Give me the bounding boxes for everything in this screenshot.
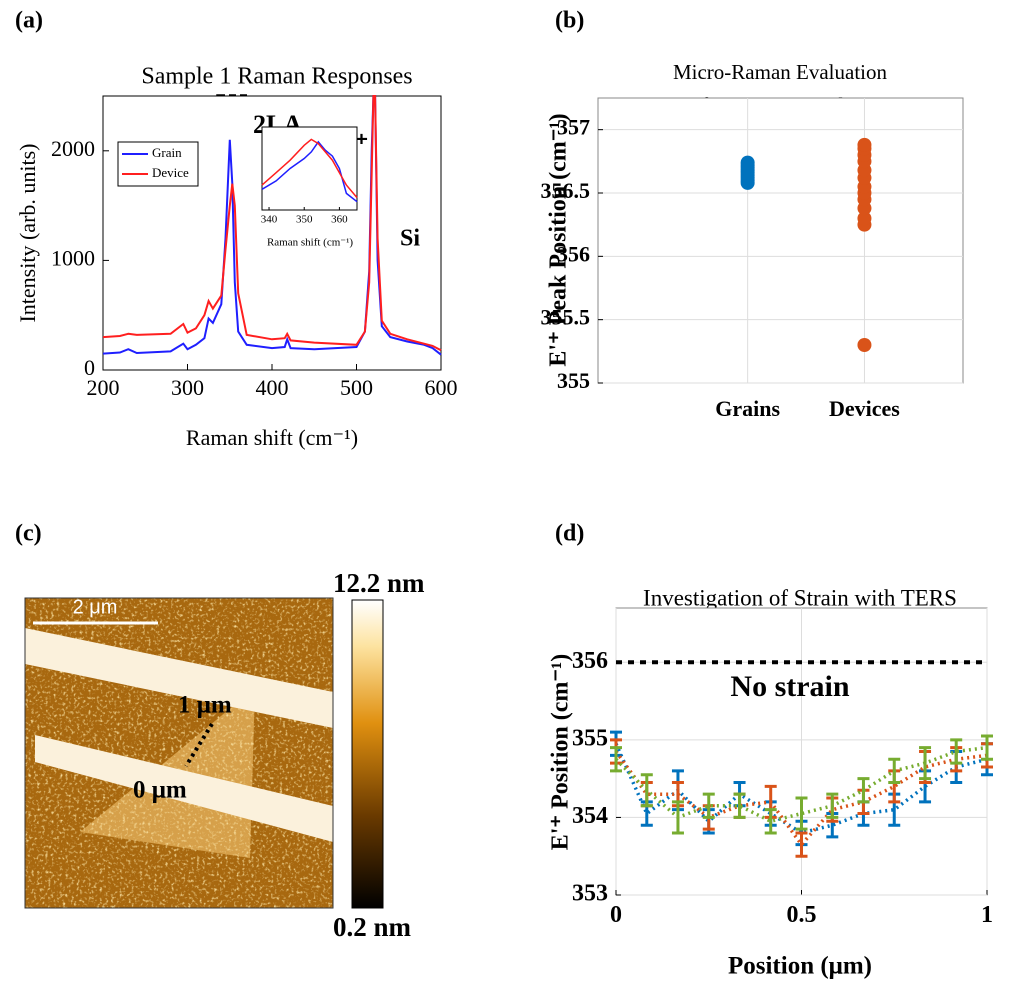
x-tick-label: Devices [829,396,900,421]
error-bar [950,738,963,765]
colorbar-max-label: 12.2 nm [333,568,425,598]
error-bar [733,792,746,819]
x-tick-label: 360 [331,213,348,225]
y-tick-label: 2000 [51,136,95,161]
panel-label: (a) [15,8,43,34]
annotation: 1 μm [178,692,232,719]
x-axis-label: Position (μm) [728,953,872,980]
panel-label: (d) [555,521,584,547]
y-tick-label: 356 [572,648,608,674]
y-axis-label: Intensity (arb. units) [15,143,40,322]
x-tick-label: 350 [296,213,313,225]
error-bar [857,777,870,804]
error-bar [702,792,715,819]
data-point [857,137,872,152]
x-tick-label: 340 [261,213,278,225]
colorbar-min-label: 0.2 nm [333,912,412,942]
error-bar [640,773,653,808]
y-tick-label: 353 [572,881,608,907]
legend-label: Grain [152,145,182,160]
x-axis-label: Raman shift (cm⁻¹) [186,425,358,450]
x-tick-label: 600 [425,375,458,400]
reference-label: No strain [730,670,849,703]
x-tick-label: 200 [87,375,120,400]
colorbar [351,599,384,909]
x-tick-label: 1 [981,902,993,928]
legend-label: Device [152,165,189,180]
error-bar [919,746,932,781]
x-tick-label: Grains [715,396,780,421]
scale-bar-label: 2 μm [73,596,118,618]
y-tick-label: 1000 [51,245,95,270]
data-point [740,155,755,170]
y-axis-label: E'⁺ Position (cm⁻¹) [548,654,574,851]
x-tick-label: 400 [256,375,289,400]
afm-image [25,598,333,908]
x-tick-label: 0.5 [787,902,817,928]
error-bar [826,792,839,819]
y-tick-label: 355.5 [541,305,591,330]
spectrum-line [102,95,442,352]
data-point [857,338,872,352]
error-bar [795,796,808,831]
y-axis-label: E'⁺ Peak Position (cm⁻¹) [546,113,572,366]
error-bar [888,757,901,785]
annotation: 0 μm [133,777,187,804]
x-axis-label: Raman shift (cm⁻¹) [267,237,353,249]
y-tick-label: 355 [557,368,590,393]
y-tick-label: 356 [557,241,590,266]
plot-area [597,97,964,384]
y-tick-label: 357 [557,115,590,140]
spectrum-line [261,138,358,199]
error-bar [981,734,993,761]
y-tick-label: 354 [572,803,608,829]
error-bar [671,800,684,835]
y-tick-label: 356.5 [541,178,591,203]
plot-area [261,126,358,211]
panel-label: (c) [15,521,42,547]
x-tick-label: 0 [610,902,622,928]
panel-label: (b) [555,8,584,34]
chart-title: Micro-Raman Evaluation [673,60,888,84]
chart-title: Sample 1 Raman Responses [141,64,412,90]
image-frame [24,597,334,909]
annotation: Si [400,226,420,252]
error-bar [795,831,808,858]
chart-title: Investigation of Strain with TERS [643,585,957,610]
y-tick-label: 0 [84,355,95,380]
y-tick-label: 355 [572,725,608,751]
x-tick-label: 500 [340,375,373,400]
error-bar [610,746,622,773]
x-tick-label: 300 [171,375,204,400]
legend-box [117,141,199,187]
data-point [857,211,872,226]
error-bar [764,808,777,835]
